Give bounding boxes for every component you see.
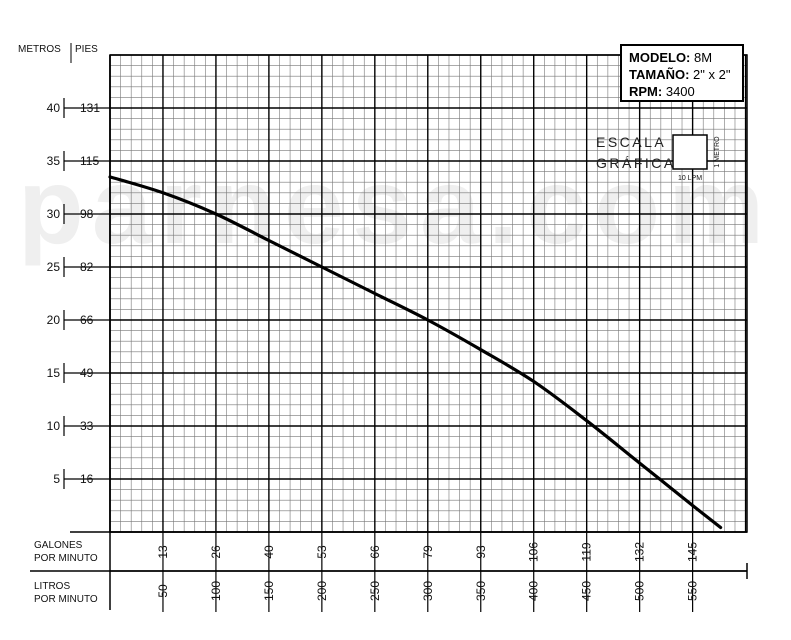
x-tick-label-galones: 132 <box>633 542 647 562</box>
x-tick-label-litros: 50 <box>156 584 170 598</box>
tamano-label: TAMAÑO: <box>629 67 690 82</box>
x-tick-label-litros: 200 <box>315 581 329 601</box>
x-tick-label-litros: 150 <box>262 581 276 601</box>
scale-title-line1: ESCALA <box>596 134 667 150</box>
modelo-row: MODELO: 8M <box>629 49 742 66</box>
tick-labels: 5 16 10 33 15 49 20 66 25 82 30 98 35 115 40 131 13 50 26 1… <box>47 98 700 612</box>
y-tick-label-metros: 5 <box>53 472 60 486</box>
y-tick-label-pies: 16 <box>80 472 94 486</box>
x-tick-label-galones: 66 <box>368 545 382 559</box>
x-tick-label-litros: 250 <box>368 581 382 601</box>
x-tick-label-galones: 53 <box>315 545 329 559</box>
y-tick-label-metros: 10 <box>47 419 61 433</box>
pump-info-box: MODELO: 8M TAMAÑO: 2" x 2" RPM: 3400 <box>620 44 744 102</box>
y-tick-label-metros: 15 <box>47 366 61 380</box>
y-tick-label-pies: 115 <box>80 154 99 168</box>
x-tick-label-galones: 119 <box>580 542 594 561</box>
y-axis-header-metros: METROS <box>18 44 61 55</box>
x-tick-label-galones: 26 <box>209 545 223 559</box>
minor-grid <box>110 55 747 532</box>
modelo-value: 8M <box>694 50 713 65</box>
x-tick-label-galones: 106 <box>527 542 541 562</box>
x-tick-label-litros: 450 <box>580 581 594 601</box>
x-tick-label-galones: 79 <box>421 545 435 559</box>
tamano-row: TAMAÑO: 2" x 2" <box>629 66 742 83</box>
y-tick-label-pies: 131 <box>80 101 100 115</box>
y-tick-label-metros: 25 <box>47 260 61 274</box>
y-tick-label-metros: 35 <box>47 154 61 168</box>
y-tick-label-pies: 98 <box>80 207 94 221</box>
litros-label-line1: LITROS <box>34 581 70 592</box>
galones-label-line1: GALONES <box>34 540 83 551</box>
galones-label-line2: POR MINUTO <box>34 553 98 564</box>
tamano-value: 2" x 2" <box>693 67 731 82</box>
x-tick-label-litros: 100 <box>209 581 223 601</box>
x-tick-label-litros: 550 <box>686 581 700 601</box>
y-tick-label-pies: 49 <box>80 366 94 380</box>
y-tick-label-pies: 82 <box>80 260 94 274</box>
x-tick-label-litros: 500 <box>633 581 647 601</box>
scale-square <box>672 134 708 170</box>
pump-curve <box>108 175 723 530</box>
x-tick-label-litros: 350 <box>474 581 488 601</box>
modelo-label: MODELO: <box>629 50 691 65</box>
rpm-row: RPM: 3400 <box>629 83 742 100</box>
litros-label-line2: POR MINUTO <box>34 594 98 605</box>
y-tick-label-pies: 33 <box>80 419 94 433</box>
x-tick-label-litros: 400 <box>527 581 541 601</box>
y-tick-label-pies: 66 <box>80 313 94 327</box>
y-tick-label-metros: 30 <box>47 207 61 221</box>
x-tick-label-galones: 93 <box>474 545 488 559</box>
rpm-value: 3400 <box>665 84 695 99</box>
x-tick-label-litros: 300 <box>421 581 435 601</box>
y-tick-label-metros: 20 <box>47 313 61 327</box>
scale-x-unit: 10 LPM <box>678 175 702 182</box>
scale-y-unit: 1 METRO <box>714 136 721 168</box>
x-tick-label-galones: 145 <box>686 542 700 562</box>
scale-legend: ESCALA GRÁFICA <box>596 132 676 174</box>
x-tick-label-galones: 13 <box>156 545 170 559</box>
curve-line <box>108 175 723 530</box>
y-tick-label-metros: 40 <box>47 101 61 115</box>
rpm-label: RPM: <box>629 84 663 99</box>
y-axis-header-pies: PIES <box>75 44 98 55</box>
x-tick-label-galones: 40 <box>262 545 276 559</box>
scale-title-line2: GRÁFICA <box>596 155 676 171</box>
